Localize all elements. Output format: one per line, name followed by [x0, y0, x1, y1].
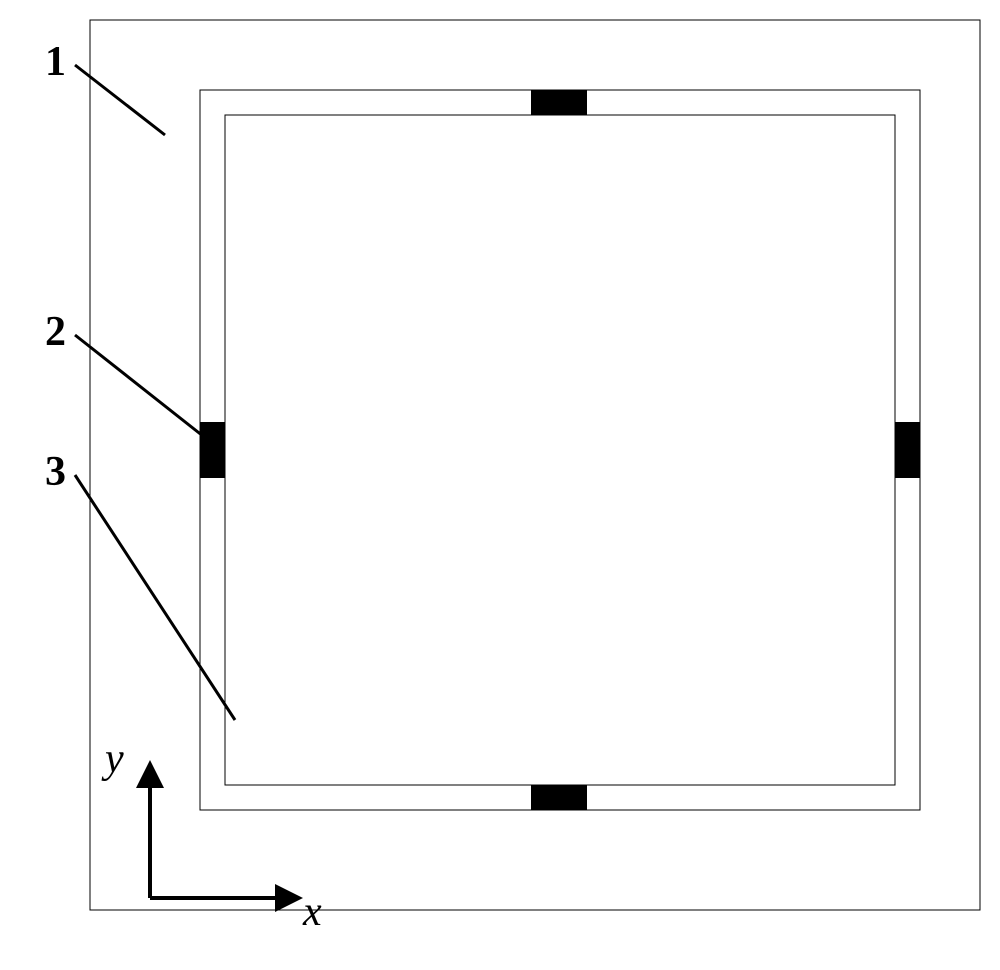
diagram-svg — [0, 0, 1000, 970]
connector-right — [895, 422, 920, 478]
callout-line-2 — [75, 335, 208, 440]
callout-line-3 — [75, 475, 235, 720]
connector-bottom — [531, 785, 587, 810]
inner-square — [225, 115, 895, 785]
middle-square — [200, 90, 920, 810]
connector-top — [531, 90, 587, 115]
callout-line-1 — [75, 65, 165, 135]
callout-label-3: 3 — [45, 448, 66, 496]
callout-label-1: 1 — [45, 38, 66, 86]
x-axis-label: x — [303, 888, 322, 936]
y-axis-label: y — [105, 735, 124, 783]
connector-left — [200, 422, 225, 478]
callout-label-2: 2 — [45, 308, 66, 356]
